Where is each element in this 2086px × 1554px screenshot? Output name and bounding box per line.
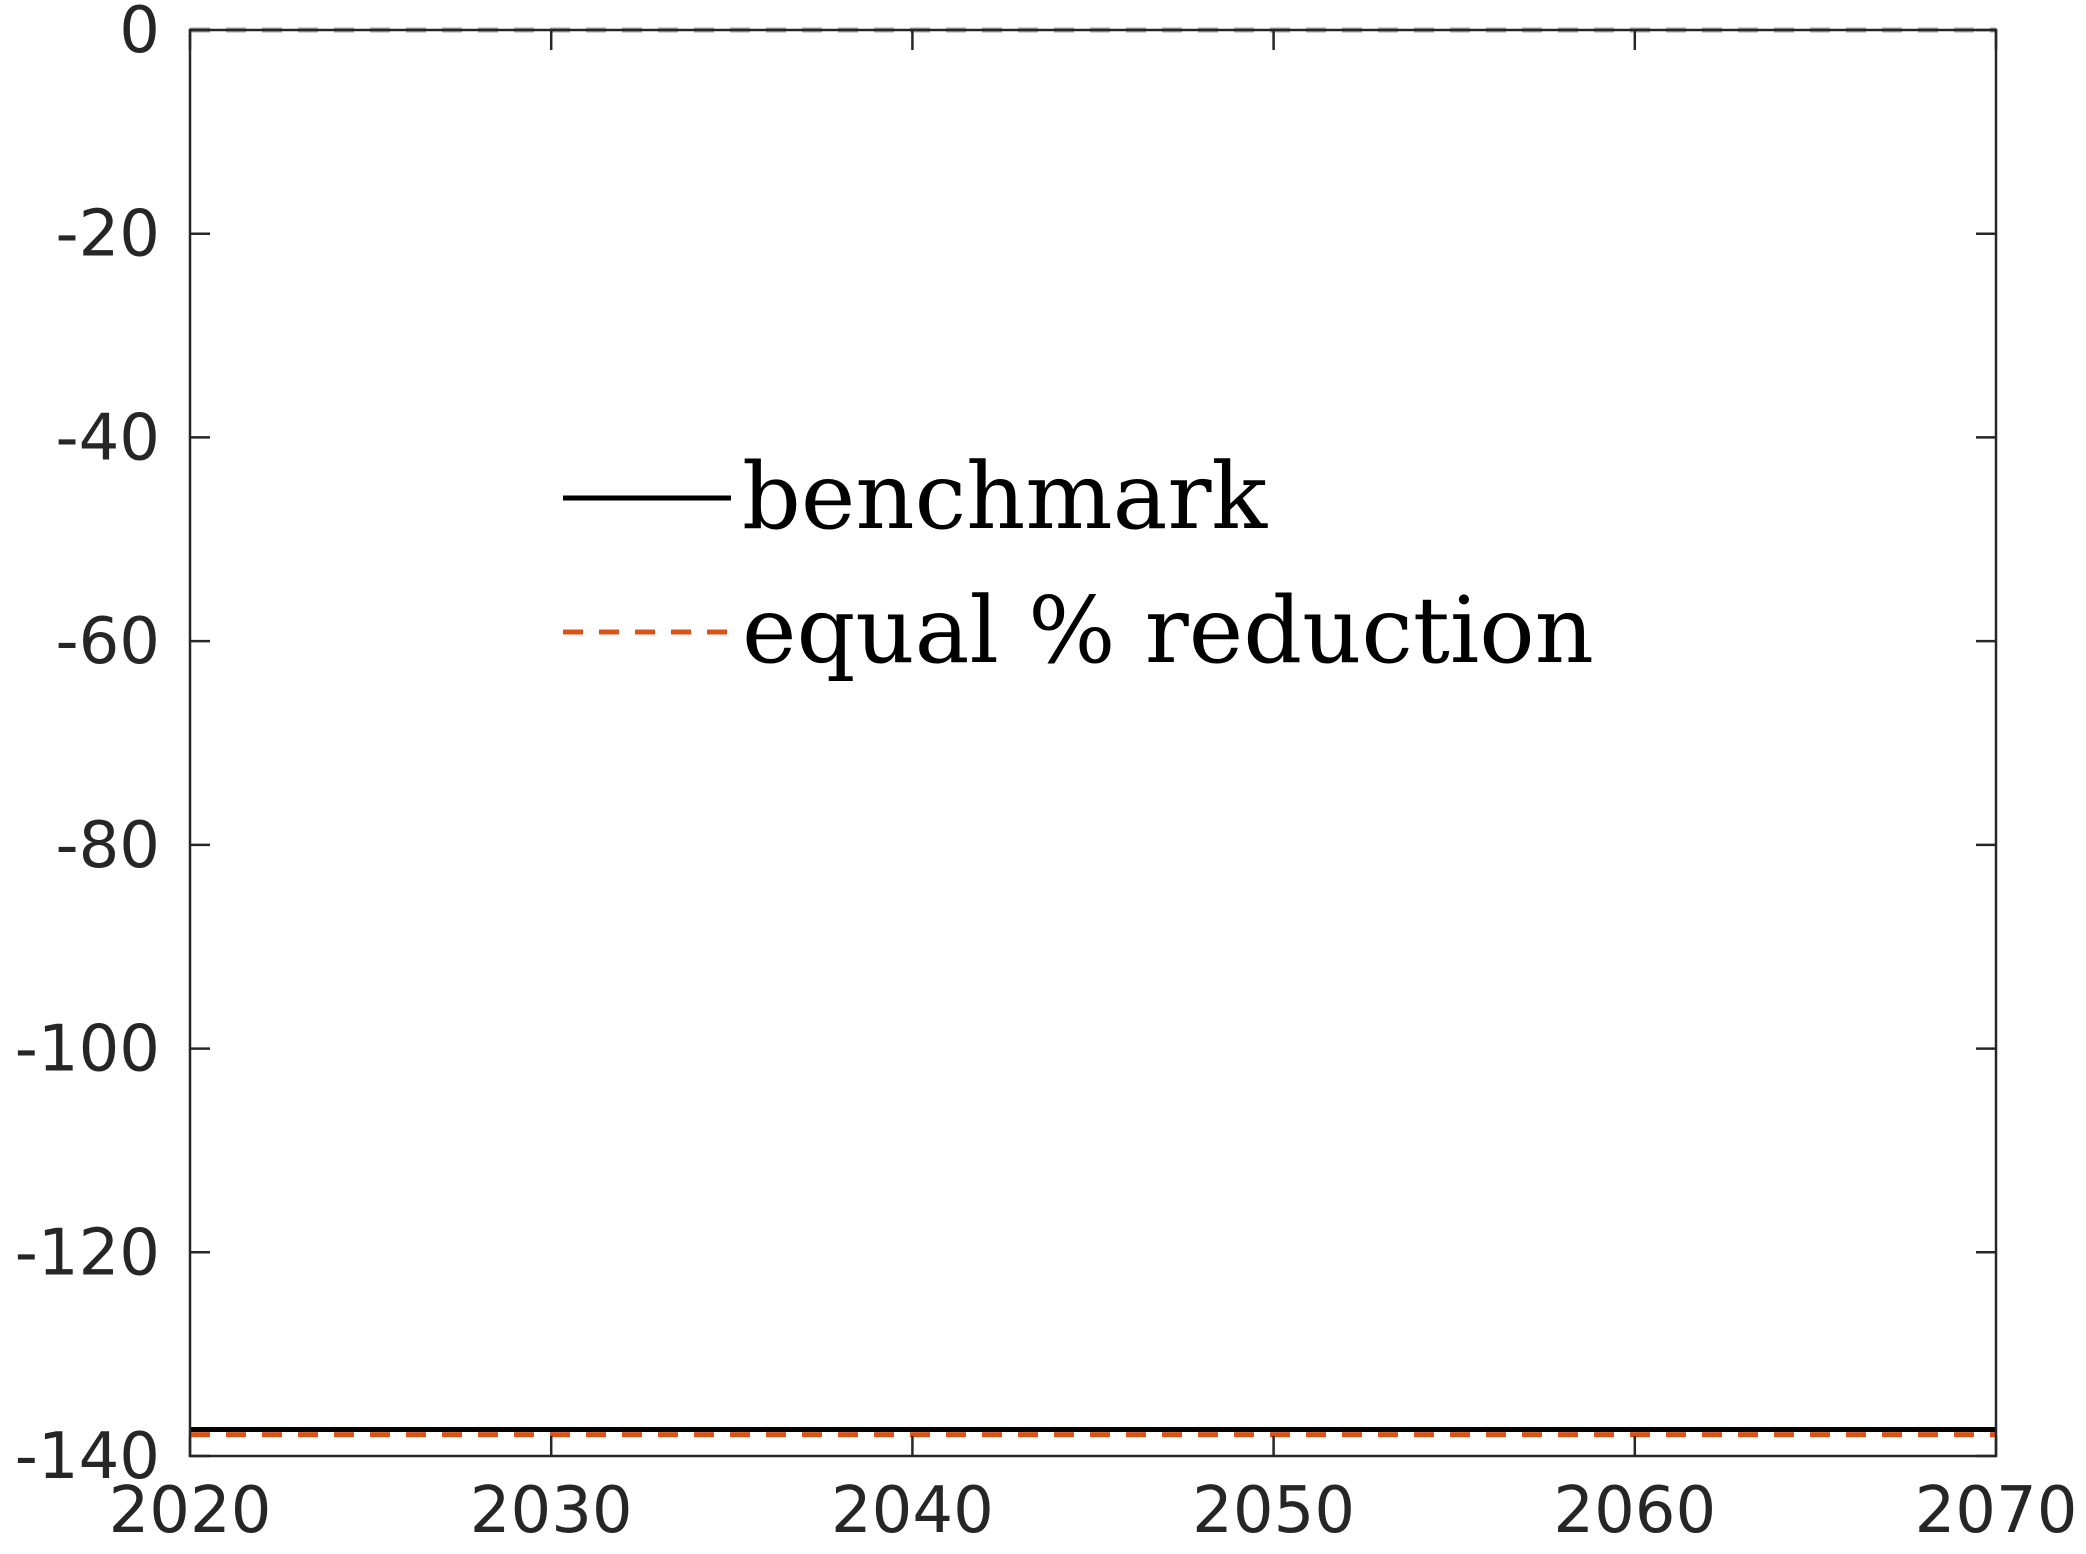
legend-label-benchmark: benchmark xyxy=(742,443,1268,550)
x-tick-label: 2070 xyxy=(1915,1474,2078,1548)
y-tick-label: -140 xyxy=(15,1420,160,1494)
x-tick-label: 2040 xyxy=(831,1474,994,1548)
y-tick-label: 0 xyxy=(119,0,160,68)
plot-area xyxy=(190,30,1996,1456)
x-tick-label: 2060 xyxy=(1553,1474,1716,1548)
x-tick-label: 2050 xyxy=(1192,1474,1355,1548)
y-tick-label: -100 xyxy=(15,1013,160,1087)
x-tick-label: 2020 xyxy=(109,1474,272,1548)
y-tick-label: -120 xyxy=(15,1216,160,1290)
y-tick-label: -60 xyxy=(55,605,160,679)
y-tick-label: -80 xyxy=(55,809,160,883)
legend-label-equal-reduction: equal % reduction xyxy=(742,577,1594,684)
legend: benchmark equal % reduction xyxy=(563,443,1594,684)
y-tick-label: -20 xyxy=(55,198,160,272)
y-tick-label: -40 xyxy=(55,401,160,475)
axes: 2020 2030 2040 2050 2060 2070 0 -20 -40 -60 -80 -10… xyxy=(15,0,2078,1548)
axes-box xyxy=(188,28,1998,1458)
x-tick-label: 2030 xyxy=(470,1474,633,1548)
